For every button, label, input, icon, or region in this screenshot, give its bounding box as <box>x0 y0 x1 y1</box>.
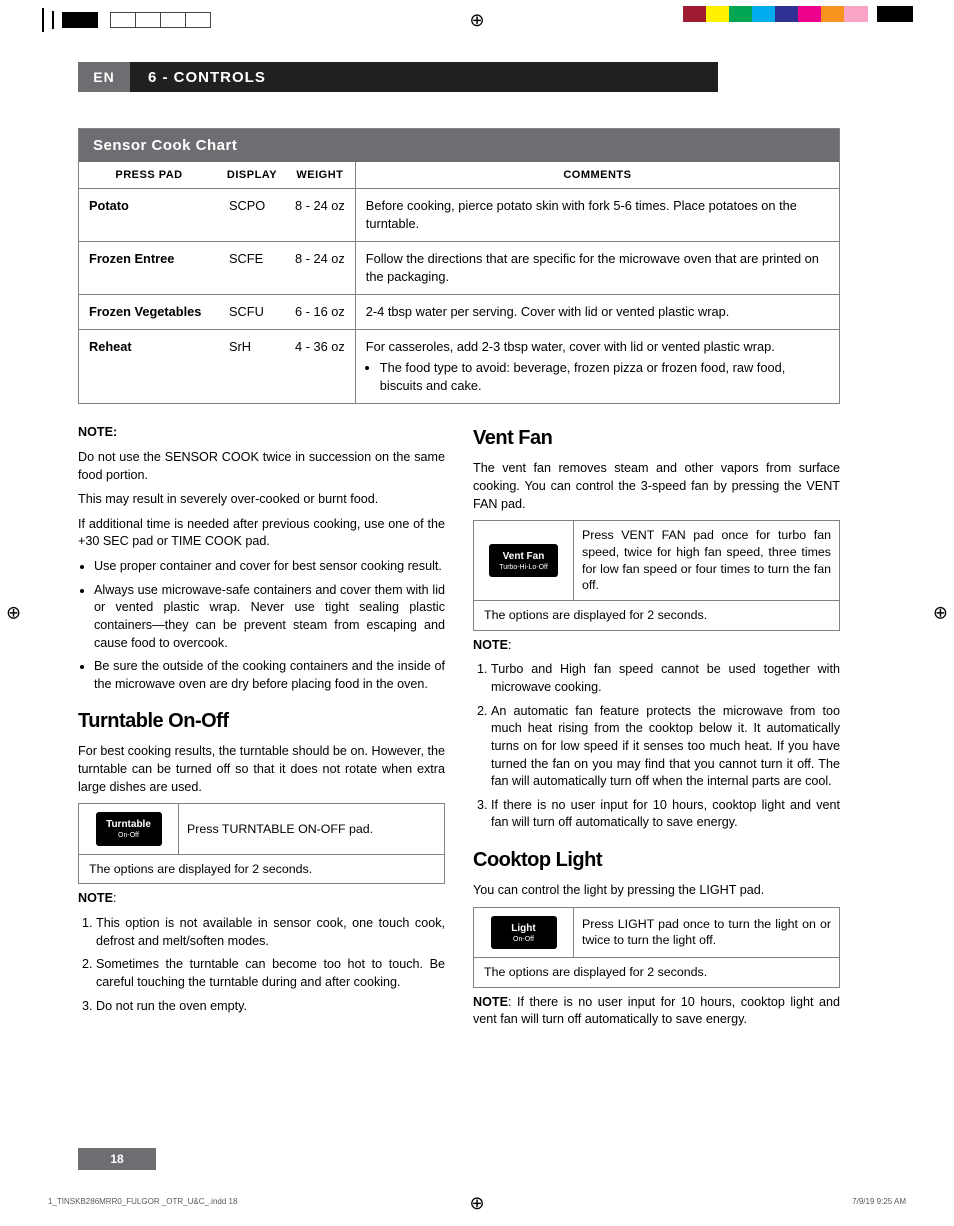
list-item: Turbo and High fan speed cannot be used … <box>491 661 840 696</box>
note-p1: Do not use the SENSOR COOK twice in succ… <box>78 449 445 484</box>
list-item: Be sure the outside of the cooking conta… <box>94 658 445 693</box>
vent-fan-table: Vent FanTurbo-Hi-Lo-Off Press VENT FAN p… <box>473 520 840 631</box>
table-row-display: SrH <box>219 329 285 403</box>
language-badge: EN <box>78 62 130 92</box>
sensor-cook-chart: Sensor Cook Chart PRESS PAD DISPLAY WEIG… <box>78 128 840 404</box>
right-column: Vent Fan The vent fan removes steam and … <box>473 424 840 1036</box>
registration-mark-right: ⊕ <box>933 603 948 624</box>
table-row-comment: For casseroles, add 2-3 tbsp water, cove… <box>355 329 839 403</box>
note-p3: If additional time is needed after previ… <box>78 516 445 551</box>
registration-target-icon: ⊕ <box>469 10 484 31</box>
turntable-table: TurntableOn-Off Press TURNTABLE ON-OFF p… <box>78 803 445 884</box>
vent-options-row: The options are displayed for 2 seconds. <box>474 601 840 631</box>
table-row-comment: 2-4 tbsp water per serving. Cover with l… <box>355 294 839 329</box>
footer-slug-right: 7/9/19 9:25 AM <box>852 1197 906 1206</box>
vent-fan-instruction: Press VENT FAN pad once for turbo fan sp… <box>574 521 840 601</box>
left-column: NOTE: Do not use the SENSOR COOK twice i… <box>78 424 445 1036</box>
table-row-comment: Before cooking, pierce potato skin with … <box>355 189 839 242</box>
turntable-pad-button: TurntableOn-Off <box>96 812 162 845</box>
vent-fan-heading: Vent Fan <box>473 424 840 452</box>
list-item: Use proper container and cover for best … <box>94 558 445 576</box>
chart-title: Sensor Cook Chart <box>79 129 839 162</box>
list-item: This option is not available in sensor c… <box>96 915 445 950</box>
vent-fan-pad-button: Vent FanTurbo-Hi-Lo-Off <box>489 544 558 577</box>
table-row-pad: Frozen Entree <box>79 241 219 294</box>
cooktop-instruction: Press LIGHT pad once to turn the light o… <box>574 907 840 957</box>
list-item: Always use microwave-safe containers and… <box>94 582 445 653</box>
cooktop-paragraph: You can control the light by pressing th… <box>473 882 840 900</box>
cooktop-note: NOTE: If there is no user input for 10 h… <box>473 994 840 1029</box>
turntable-note-label: NOTE <box>78 891 113 905</box>
list-item: If there is no user input for 10 hours, … <box>491 797 840 832</box>
registration-mark-bottom: ⊕ <box>469 1193 484 1214</box>
table-row-pad: Frozen Vegetables <box>79 294 219 329</box>
vent-fan-paragraph: The vent fan removes steam and other vap… <box>473 460 840 513</box>
turntable-options-row: The options are displayed for 2 seconds. <box>79 854 445 884</box>
vent-note-label: NOTE <box>473 638 508 652</box>
table-row-pad: Potato <box>79 189 219 242</box>
light-pad-button: LightOn-Off <box>491 916 557 949</box>
table-row-weight: 8 - 24 oz <box>285 241 355 294</box>
list-item: Do not run the oven empty. <box>96 998 445 1016</box>
col-comments: COMMENTS <box>355 162 839 189</box>
section-header: EN 6 - CONTROLS <box>78 62 718 92</box>
table-row-weight: 4 - 36 oz <box>285 329 355 403</box>
table-row-weight: 8 - 24 oz <box>285 189 355 242</box>
cooktop-table: LightOn-Off Press LIGHT pad once to turn… <box>473 907 840 988</box>
section-title: 6 - CONTROLS <box>130 62 718 92</box>
table-row-pad: Reheat <box>79 329 219 403</box>
col-press-pad: PRESS PAD <box>79 162 219 189</box>
cooktop-light-heading: Cooktop Light <box>473 846 840 874</box>
table-row-display: SCFU <box>219 294 285 329</box>
list-item: An automatic fan feature protects the mi… <box>491 703 840 791</box>
turntable-heading: Turntable On-Off <box>78 707 445 735</box>
note-p2: This may result in severely over-cooked … <box>78 491 445 509</box>
print-registration-top: ⊕ <box>0 0 954 36</box>
registration-mark-left: ⊕ <box>6 603 21 624</box>
table-row-weight: 6 - 16 oz <box>285 294 355 329</box>
page-number: 18 <box>78 1148 156 1170</box>
table-row-comment: Follow the directions that are specific … <box>355 241 839 294</box>
turntable-paragraph: For best cooking results, the turntable … <box>78 743 445 796</box>
table-row-display: SCFE <box>219 241 285 294</box>
cooktop-options-row: The options are displayed for 2 seconds. <box>474 958 840 988</box>
col-display: DISPLAY <box>219 162 285 189</box>
footer-slug-left: 1_TINSKB286MRR0_FULGOR _OTR_U&C_.indd 18 <box>48 1197 237 1206</box>
turntable-instruction: Press TURNTABLE ON-OFF pad. <box>179 804 445 854</box>
note-label: NOTE: <box>78 425 117 439</box>
col-weight: WEIGHT <box>285 162 355 189</box>
list-item: Sometimes the turntable can become too h… <box>96 956 445 991</box>
table-row-display: SCPO <box>219 189 285 242</box>
